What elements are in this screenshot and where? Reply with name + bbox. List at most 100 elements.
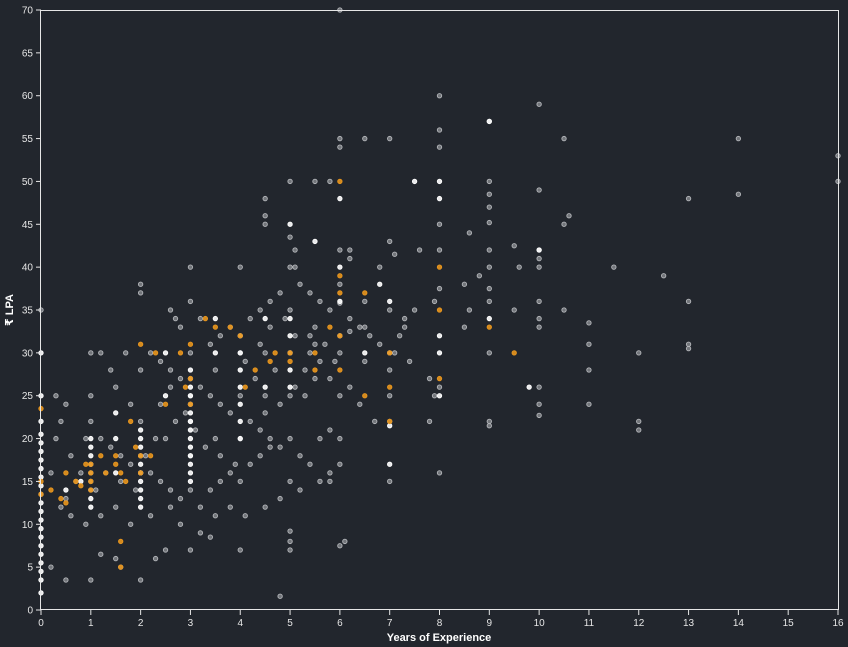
- data-point: [257, 453, 263, 459]
- data-point: [436, 285, 443, 292]
- data-point: [88, 418, 94, 425]
- data-point: [212, 350, 218, 356]
- data-point: [252, 367, 258, 373]
- data-point: [337, 264, 343, 270]
- data-point: [287, 367, 293, 373]
- data-point: [237, 384, 243, 390]
- data-point: [401, 324, 408, 330]
- data-point: [536, 255, 542, 262]
- data-point: [387, 384, 393, 390]
- data-point: [167, 504, 174, 510]
- data-point: [262, 213, 268, 219]
- data-point: [147, 350, 154, 356]
- data-point: [426, 418, 433, 425]
- data-point: [162, 401, 169, 407]
- data-point: [586, 367, 592, 373]
- data-point: [137, 504, 144, 510]
- data-point: [118, 564, 124, 570]
- data-point: [272, 367, 278, 373]
- data-point: [337, 367, 343, 373]
- x-tick-label: 13: [683, 618, 695, 629]
- data-point: [113, 384, 119, 390]
- y-tick-label: 25: [22, 391, 34, 402]
- data-point: [152, 350, 159, 356]
- data-point: [192, 427, 199, 433]
- data-point: [53, 435, 59, 442]
- data-point: [287, 358, 293, 365]
- data-point: [317, 435, 323, 442]
- x-tick-label: 5: [287, 618, 293, 629]
- data-point: [277, 593, 283, 599]
- data-point: [287, 350, 293, 356]
- data-point: [202, 315, 209, 322]
- data-point: [207, 487, 214, 493]
- data-point: [237, 333, 243, 339]
- data-point: [98, 350, 104, 356]
- y-tick-label: 40: [22, 263, 34, 274]
- data-point: [466, 230, 473, 236]
- x-tick-label: 7: [387, 618, 393, 629]
- data-point: [486, 219, 492, 226]
- data-point: [401, 315, 408, 322]
- data-point: [212, 513, 218, 519]
- data-point: [108, 444, 114, 450]
- y-tick-label: 60: [22, 91, 34, 102]
- data-point: [327, 470, 333, 476]
- data-point: [735, 135, 742, 142]
- data-point: [88, 495, 94, 502]
- data-point: [685, 298, 692, 305]
- data-point: [118, 478, 124, 485]
- data-point: [137, 470, 144, 476]
- x-tick-label: 0: [38, 618, 44, 629]
- data-point: [287, 478, 293, 485]
- data-point: [387, 350, 393, 356]
- data-point: [362, 350, 368, 356]
- data-point: [88, 444, 94, 450]
- data-point: [147, 470, 154, 476]
- data-point: [227, 410, 233, 416]
- data-point: [187, 341, 194, 347]
- data-point: [486, 315, 492, 322]
- data-point: [486, 418, 492, 425]
- data-point: [242, 513, 248, 519]
- data-point: [147, 513, 154, 519]
- data-point: [317, 478, 323, 485]
- data-point: [362, 324, 368, 330]
- data-point: [436, 178, 443, 185]
- data-point: [262, 315, 268, 322]
- data-point: [511, 307, 517, 313]
- data-point: [187, 547, 194, 553]
- data-point: [387, 418, 393, 425]
- data-point: [212, 315, 218, 322]
- data-point: [78, 470, 84, 476]
- data-point: [337, 281, 343, 287]
- data-point: [137, 290, 144, 296]
- data-point: [167, 367, 174, 373]
- data-point: [411, 307, 418, 313]
- data-point: [137, 577, 144, 583]
- x-axis-title: Years of Experience: [387, 632, 492, 644]
- data-point: [287, 178, 293, 185]
- data-point: [247, 461, 253, 467]
- data-point: [486, 204, 492, 210]
- data-point: [262, 504, 268, 510]
- data-point: [123, 478, 129, 485]
- data-point: [387, 478, 393, 485]
- x-tick-label: 6: [337, 618, 343, 629]
- x-tick-label: 16: [832, 618, 844, 629]
- data-point: [536, 384, 542, 390]
- data-point: [187, 367, 194, 373]
- data-point: [137, 495, 144, 502]
- data-point: [387, 135, 393, 142]
- data-point: [68, 513, 74, 519]
- data-point: [436, 127, 443, 133]
- data-point: [287, 307, 293, 313]
- data-point: [292, 264, 298, 270]
- data-point: [287, 384, 293, 390]
- data-point: [48, 487, 54, 493]
- data-point: [735, 191, 742, 197]
- data-point: [287, 333, 293, 339]
- data-point: [63, 401, 69, 407]
- data-point: [247, 315, 253, 322]
- data-point: [297, 487, 303, 493]
